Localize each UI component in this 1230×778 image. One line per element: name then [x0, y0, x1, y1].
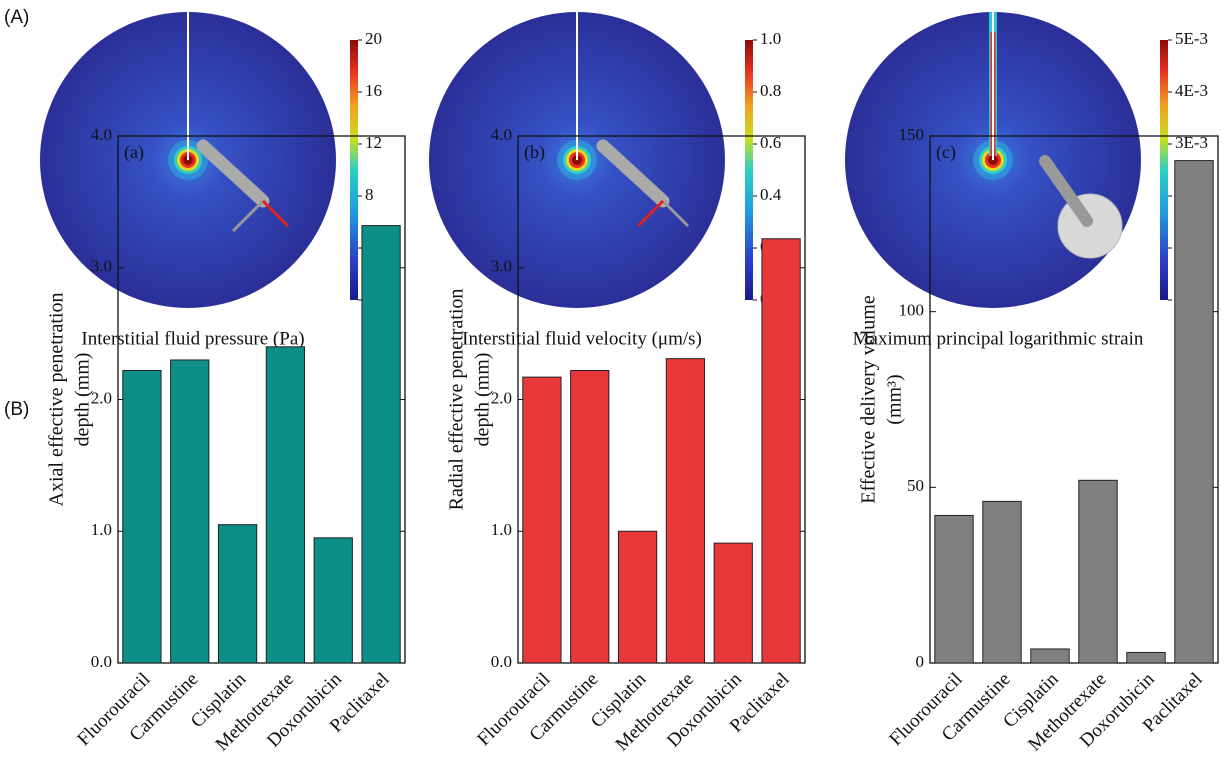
y-tick-label: 0.0	[91, 652, 112, 671]
bar	[523, 377, 561, 663]
panel-label: (A)	[4, 7, 29, 28]
y-tick-label: 3.0	[91, 257, 112, 276]
y-tick-label: 100	[899, 301, 925, 320]
panel-sublabel: (b)	[524, 142, 545, 163]
panel-label: (B)	[4, 399, 29, 420]
bar	[123, 371, 161, 663]
bar	[714, 543, 752, 663]
y-axis-label: depth (mm)	[72, 353, 94, 447]
y-axis-label: Radial effective penetration	[446, 289, 468, 511]
bar	[1031, 649, 1069, 663]
y-tick-label: 3.0	[491, 257, 512, 276]
y-tick-label: 50	[907, 476, 924, 495]
bar	[218, 525, 256, 663]
y-axis-label: depth (mm)	[472, 353, 494, 447]
y-tick-label: 0	[916, 652, 925, 671]
colorbar-label: 5E-3	[1175, 29, 1208, 48]
colorbar	[745, 40, 753, 300]
panel-sublabel: (c)	[936, 142, 956, 163]
bar	[171, 360, 209, 663]
bar	[1127, 652, 1165, 663]
bar	[618, 531, 656, 663]
colorbar-label: 4E-3	[1175, 81, 1208, 100]
y-tick-label: 4.0	[91, 125, 112, 144]
bar	[362, 226, 400, 663]
field-title: Maximum principal logarithmic strain	[853, 328, 1144, 349]
field-title: Interstitial fluid velocity (μm/s)	[462, 328, 702, 349]
colorbar-label: 8	[365, 185, 374, 204]
y-tick-label: 150	[899, 125, 925, 144]
colorbar	[350, 40, 358, 300]
bar	[762, 239, 800, 663]
colorbar-label: 1.0	[760, 29, 781, 48]
y-tick-label: 1.0	[491, 520, 512, 539]
y-axis-label: Axial effective penetration	[46, 293, 68, 507]
field-title: Interstitial fluid pressure (Pa)	[81, 328, 304, 349]
y-tick-label: 2.0	[91, 388, 112, 407]
figure: (A) (B) 048121620Interstitial fluid pres…	[0, 0, 1230, 778]
bar	[314, 538, 352, 663]
colorbar-label: 20	[365, 29, 382, 48]
bar	[266, 347, 304, 663]
bar	[1079, 480, 1117, 663]
y-axis-label: Effective delivery volume	[858, 295, 880, 504]
bar	[1175, 161, 1213, 663]
bar	[571, 371, 609, 663]
y-tick-label: 2.0	[491, 388, 512, 407]
panel-sublabel: (a)	[124, 142, 144, 163]
bar	[666, 359, 704, 663]
y-axis-label: (mm³)	[884, 374, 906, 424]
colorbar	[1160, 40, 1168, 300]
colorbar-label: 0.4	[760, 185, 782, 204]
colorbar-label: 0.8	[760, 81, 781, 100]
bar	[983, 501, 1021, 663]
y-tick-label: 4.0	[491, 125, 512, 144]
y-tick-label: 1.0	[91, 520, 112, 539]
y-tick-label: 0.0	[491, 652, 512, 671]
bar	[935, 515, 973, 663]
colorbar-label: 16	[365, 81, 382, 100]
